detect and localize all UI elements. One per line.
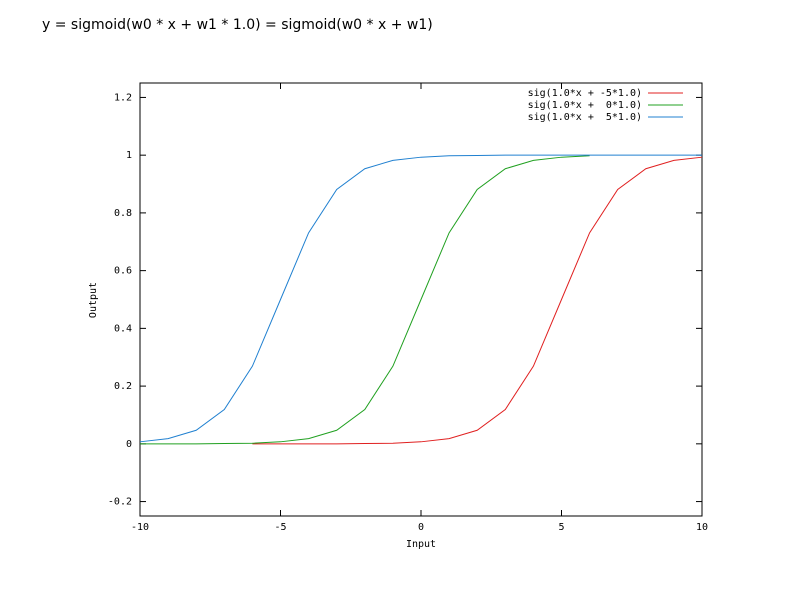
x-axis-label: Input	[406, 539, 436, 550]
x-tick-label: 0	[418, 522, 424, 533]
x-tick-label: -5	[274, 522, 286, 533]
series-line	[252, 156, 703, 445]
series-line	[139, 154, 702, 443]
y-tick-label: -0.2	[108, 497, 132, 508]
x-tick-label: -10	[131, 522, 149, 533]
y-tick-label: 0.6	[114, 266, 132, 277]
y-tick-label: 0.8	[114, 208, 132, 219]
series-line	[140, 155, 590, 445]
y-tick-label: 0.4	[114, 323, 132, 334]
y-axis-label: Output	[88, 282, 99, 318]
y-tick-label: 1	[126, 150, 132, 161]
legend-label: sig(1.0*x + 5*1.0)	[528, 112, 642, 123]
x-tick-label: 10	[696, 522, 708, 533]
y-tick-label: 0	[126, 439, 132, 450]
legend-label: sig(1.0*x + 0*1.0)	[528, 100, 642, 111]
y-tick-label: 1.2	[114, 92, 132, 103]
y-tick-label: 0.2	[114, 381, 132, 392]
legend-label: sig(1.0*x + -5*1.0)	[528, 88, 642, 99]
x-tick-label: 5	[558, 522, 564, 533]
chart-title: y = sigmoid(w0 * x + w1 * 1.0) = sigmoid…	[42, 17, 433, 33]
